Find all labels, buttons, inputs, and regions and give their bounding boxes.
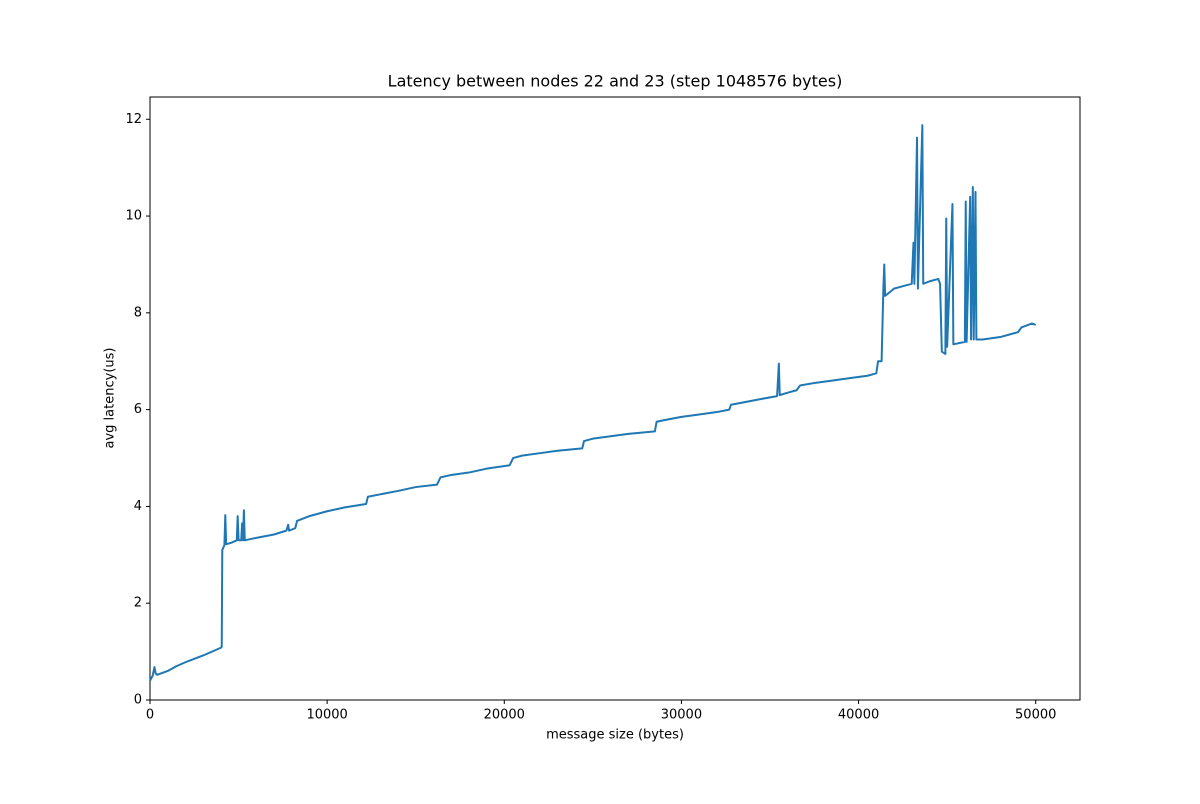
y-tick-label: 6	[134, 402, 142, 417]
x-axis-label: message size (bytes)	[546, 728, 684, 743]
x-tick-label: 30000	[661, 708, 702, 723]
y-tick-label: 12	[125, 112, 142, 127]
chart-title: Latency between nodes 22 and 23 (step 10…	[388, 72, 843, 91]
plot-frame	[149, 96, 1081, 701]
x-tick-label: 40000	[838, 708, 879, 723]
y-axis-label: avg latency(us)	[103, 348, 118, 449]
y-tick-label: 10	[125, 209, 142, 224]
y-tick-label: 2	[134, 596, 142, 611]
y-tick-label: 8	[134, 305, 142, 320]
y-tick-label: 0	[134, 693, 142, 708]
x-tick-label: 10000	[306, 708, 347, 723]
x-tick-label: 50000	[1015, 708, 1056, 723]
x-tick-label: 20000	[484, 708, 525, 723]
x-tick-label: 0	[146, 708, 154, 723]
data-line	[149, 124, 1037, 682]
y-tick-label: 4	[134, 499, 142, 514]
